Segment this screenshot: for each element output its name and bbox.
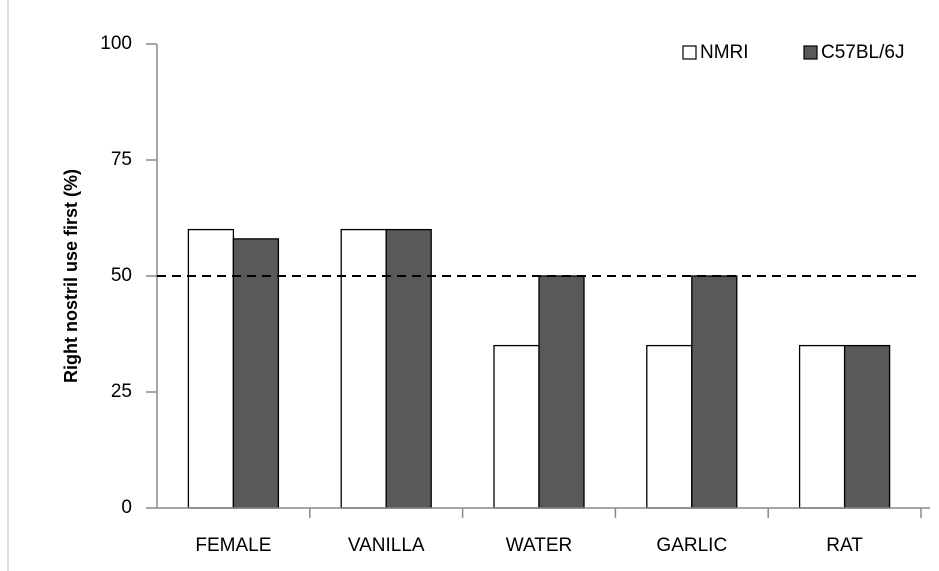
- x-tick-label: GARLIC: [656, 535, 727, 556]
- bar: [340, 228, 387, 509]
- bar: [538, 275, 585, 509]
- bar: [493, 344, 540, 509]
- legend-label: C57BL/6J: [821, 42, 904, 63]
- y-tick-label: 50: [111, 265, 132, 286]
- y-tick-label: 75: [111, 149, 132, 170]
- bar: [646, 344, 693, 509]
- y-tick-label: 100: [100, 33, 132, 54]
- legend-label: NMRI: [700, 42, 749, 63]
- x-tick-label: RAT: [826, 535, 863, 556]
- y-tick-label: 0: [121, 497, 132, 518]
- bar: [691, 275, 738, 509]
- y-axis-label: Right nostril use first (%): [61, 169, 81, 383]
- x-tick-label: FEMALE: [195, 535, 271, 556]
- bar: [232, 238, 280, 509]
- y-tick-label: 25: [111, 381, 132, 402]
- x-tick-label: WATER: [506, 535, 573, 556]
- legend-swatch: [682, 45, 697, 60]
- bar: [843, 344, 891, 509]
- legend-swatch: [803, 45, 818, 60]
- x-tick-label: VANILLA: [348, 535, 425, 556]
- bar: [385, 228, 432, 509]
- bar: [798, 344, 846, 509]
- bar: [187, 228, 235, 509]
